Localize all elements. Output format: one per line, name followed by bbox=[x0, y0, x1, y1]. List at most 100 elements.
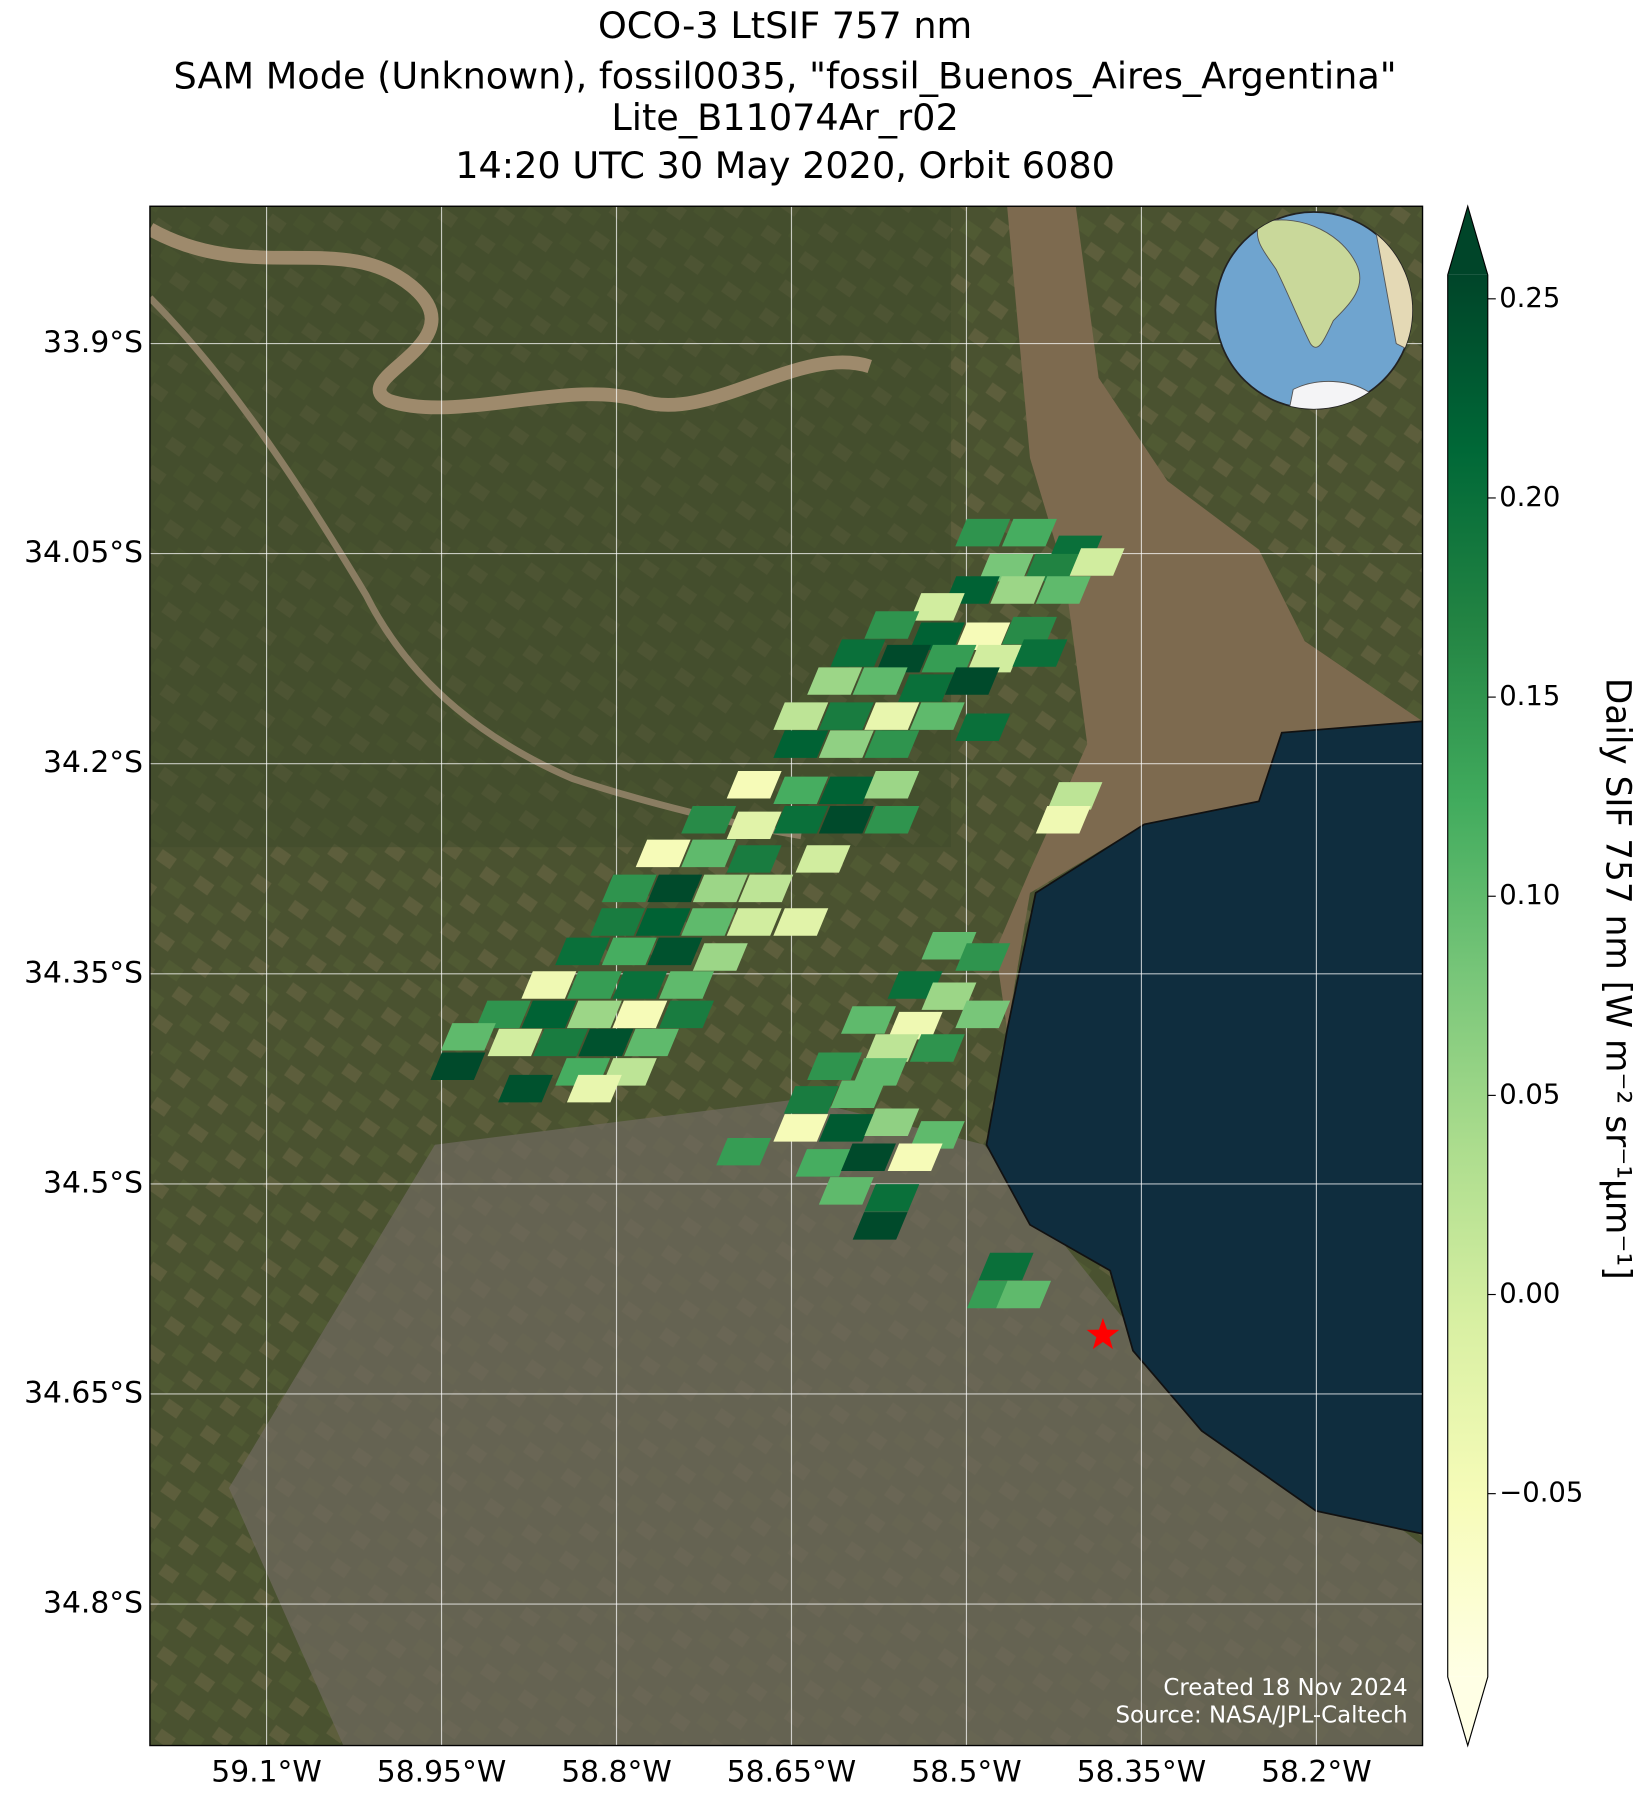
sounding-cell bbox=[773, 1114, 829, 1142]
x-tick-label: 58.35°W bbox=[1077, 1755, 1206, 1790]
soundings bbox=[430, 518, 1125, 1309]
sounding-cell bbox=[955, 943, 1011, 971]
basemap bbox=[149, 206, 1423, 1746]
sounding-cell bbox=[566, 971, 622, 999]
sounding-cell bbox=[996, 1280, 1052, 1309]
sounding-cell bbox=[647, 937, 703, 966]
sounding-cell bbox=[612, 971, 668, 999]
sounding-cell bbox=[716, 1137, 772, 1166]
sounding-cell bbox=[624, 1028, 679, 1057]
y-tick-label: 34.8°S bbox=[43, 1586, 143, 1621]
sounding-cell bbox=[818, 776, 874, 805]
estuary bbox=[995, 206, 1423, 1031]
sounding-cell bbox=[864, 1034, 920, 1062]
colorbar-tick-label: −0.05 bbox=[1499, 1478, 1583, 1509]
sounding-cell bbox=[773, 702, 829, 730]
sounding-cell bbox=[909, 1121, 965, 1149]
title-line: SAM Mode (Unknown), fossil0035, "fossil_… bbox=[174, 55, 1397, 98]
sounding-cell bbox=[578, 1028, 634, 1057]
sounding-cell bbox=[1035, 576, 1091, 604]
inset-globe bbox=[1214, 211, 1414, 410]
colorbar-body bbox=[1447, 274, 1488, 1677]
sounding-cell bbox=[898, 674, 954, 702]
title-line: OCO-3 LtSIF 757 nm bbox=[598, 4, 972, 47]
sounding-cell bbox=[852, 1058, 908, 1086]
sounding-cell bbox=[635, 908, 691, 936]
sounding-cell bbox=[807, 1052, 863, 1080]
sounding-cell bbox=[864, 611, 920, 639]
sounding-cell bbox=[590, 908, 646, 936]
title-block: OCO-3 LtSIF 757 nm SAM Mode (Unknown), f… bbox=[174, 4, 1397, 187]
sounding-cell bbox=[1069, 548, 1125, 576]
sounding-cell bbox=[830, 1080, 886, 1108]
sounding-cell bbox=[601, 874, 657, 903]
title-line: Lite_B11074Ar_r02 bbox=[611, 96, 958, 139]
title-line: 14:20 UTC 30 May 2020, Orbit 6080 bbox=[455, 144, 1115, 187]
sounding-cell bbox=[955, 1000, 1011, 1029]
sounding-cell bbox=[990, 576, 1046, 604]
sounding-cell bbox=[864, 770, 920, 799]
colorbar-tick-label: 0.00 bbox=[1499, 1279, 1560, 1310]
globe-land bbox=[1257, 219, 1361, 348]
sounding-cell bbox=[818, 702, 874, 730]
sounding-cell bbox=[921, 982, 977, 1010]
sounding-cell bbox=[818, 1114, 874, 1142]
sounding-cell bbox=[864, 702, 920, 730]
sounding-cell bbox=[966, 644, 1022, 673]
x-tick-label: 59.1°W bbox=[211, 1755, 322, 1790]
y-tick-label: 34.5°S bbox=[43, 1165, 143, 1200]
colorbar-tick-label: 0.15 bbox=[1499, 681, 1560, 712]
sounding-cell bbox=[1012, 639, 1068, 667]
x-tick-label: 58.2°W bbox=[1261, 1755, 1372, 1790]
y-tick-label: 34.05°S bbox=[24, 535, 143, 570]
sounding-cell bbox=[864, 1108, 920, 1136]
sounding-cell bbox=[1001, 616, 1057, 645]
sounding-cell bbox=[681, 908, 737, 936]
sounding-cell bbox=[773, 908, 829, 936]
sounding-cell bbox=[818, 805, 874, 834]
colorbar-extend-max bbox=[1447, 206, 1488, 275]
sounding-cell bbox=[909, 593, 965, 621]
sounding-cell bbox=[955, 518, 1011, 547]
sounding-cell bbox=[498, 1074, 553, 1103]
sounding-cell bbox=[921, 932, 977, 960]
sounding-cell bbox=[864, 730, 920, 758]
sounding-cell bbox=[521, 1000, 577, 1029]
sounding-cell bbox=[659, 1000, 714, 1029]
sounding-cell bbox=[681, 839, 737, 868]
x-tick-label: 58.95°W bbox=[377, 1755, 506, 1790]
sounding-cell bbox=[944, 667, 1000, 695]
sounding-cell bbox=[521, 971, 577, 999]
sounding-cell bbox=[921, 644, 977, 673]
sounding-cell bbox=[430, 1052, 486, 1080]
sounding-cell bbox=[601, 937, 657, 966]
sounding-cell bbox=[852, 1212, 908, 1240]
colorbar-extend-min bbox=[1447, 1676, 1488, 1746]
sounding-cell bbox=[909, 702, 965, 730]
colorbar-label: Daily SIF 757 nm [W m⁻² sr⁻¹μm⁻¹] bbox=[1597, 678, 1637, 1280]
y-tick-label: 34.2°S bbox=[43, 745, 143, 780]
sounding-cell bbox=[773, 805, 829, 834]
colorbar-tick-label: 0.20 bbox=[1499, 482, 1560, 513]
credit-line: Created 18 Nov 2024 bbox=[1163, 1675, 1407, 1701]
x-tick-label: 58.65°W bbox=[727, 1755, 856, 1790]
sounding-cell bbox=[807, 667, 863, 695]
y-tick-label: 34.35°S bbox=[24, 955, 143, 990]
credit-line: Source: NASA/JPL-Caltech bbox=[1115, 1702, 1407, 1728]
colorbar-tick-label: 0.10 bbox=[1499, 880, 1560, 911]
sounding-cell bbox=[612, 1000, 668, 1029]
x-tick-label: 58.5°W bbox=[911, 1755, 1022, 1790]
sounding-cell bbox=[818, 1177, 874, 1205]
sounding-cell bbox=[1047, 782, 1103, 810]
sounding-cell bbox=[1035, 805, 1091, 834]
sounding-cell bbox=[726, 845, 782, 873]
colorbar: Daily SIF 757 nm [W m⁻² sr⁻¹μm⁻¹] −0.05 0… bbox=[1447, 204, 1637, 1748]
sounding-cell bbox=[830, 639, 886, 667]
sounding-cell bbox=[475, 1000, 531, 1029]
sounding-cell bbox=[909, 1034, 965, 1062]
sounding-cell bbox=[978, 553, 1034, 582]
rio-de-la-plata bbox=[985, 720, 1423, 1535]
sounding-cell bbox=[978, 1252, 1034, 1281]
